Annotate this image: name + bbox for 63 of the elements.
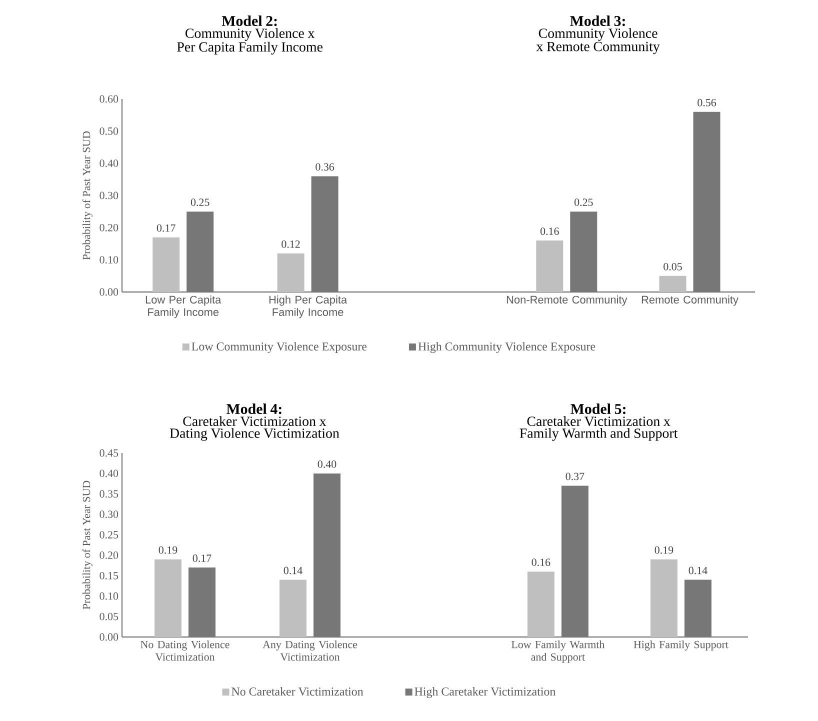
bar <box>536 240 564 292</box>
data-label: 0.16 <box>532 558 550 566</box>
legend-label: High Caretaker Victimization <box>414 687 556 698</box>
y-tick-label: 0.45 <box>100 449 118 457</box>
y-tick-label: 0.20 <box>100 224 118 232</box>
bar <box>280 580 307 637</box>
data-label: 0.40 <box>318 460 336 468</box>
bar <box>277 253 304 292</box>
x-tick-label: Remote Community <box>642 296 738 306</box>
y-axis-title: Probability of Past Year SUD <box>82 480 92 610</box>
y-axis-title: Probability of Past Year SUD <box>82 131 92 260</box>
data-label: 0.37 <box>566 472 584 480</box>
chart-subtitle: Caretaker Victimization x Family Warmth and Support <box>520 416 678 441</box>
chart-subtitle: Community Violence x Remote Community <box>536 28 660 54</box>
bar <box>152 237 180 292</box>
y-tick-label: 0.60 <box>100 95 118 103</box>
y-tick-label: 0.50 <box>100 127 118 135</box>
y-tick-label: 0.10 <box>100 256 118 264</box>
chart-title: Model 4: <box>226 404 282 414</box>
data-label: 0.05 <box>664 262 682 270</box>
legend-label: Low Community Violence Exposure <box>192 342 367 353</box>
y-tick-label: 0.20 <box>100 552 118 559</box>
y-tick-label: 0.30 <box>100 510 118 518</box>
y-tick-label: 0.25 <box>100 531 118 538</box>
bar <box>659 276 686 292</box>
y-tick-label: 0.10 <box>100 592 118 600</box>
y-tick-label: 0.40 <box>100 160 118 168</box>
bar <box>650 559 678 637</box>
data-label: 0.25 <box>574 198 593 206</box>
x-tick-label: No Dating Violence Victimization <box>140 640 230 661</box>
data-label: 0.16 <box>540 228 559 236</box>
data-label: 0.14 <box>284 566 302 574</box>
y-tick-label: 0.15 <box>100 572 118 580</box>
x-tick-label: High Family Support <box>634 640 728 650</box>
data-label: 0.56 <box>698 98 716 106</box>
data-label: 0.19 <box>158 546 178 554</box>
data-label: 0.19 <box>654 546 674 554</box>
y-tick-label: 0.00 <box>100 633 118 641</box>
legend-label: High Community Violence Exposure <box>418 342 596 353</box>
bar <box>527 572 554 637</box>
y-tick-label: 0.40 <box>100 470 118 478</box>
chart-title: Model 3: <box>570 16 625 26</box>
data-label: 0.12 <box>282 240 300 248</box>
x-tick-label: Low Per Capita Family Income <box>146 296 222 318</box>
x-tick-label: Low Family Warmth and Support <box>512 640 605 663</box>
bar <box>154 559 182 637</box>
data-label: 0.17 <box>156 224 176 232</box>
chart-title: Model 2: <box>222 16 277 26</box>
x-tick-label: Non-Remote Community <box>506 296 628 306</box>
y-tick-label: 0.00 <box>100 288 118 296</box>
chart-subtitle: Community Violence x Per Capita Family Income <box>177 28 322 55</box>
x-tick-label: High Per Capita Family Income <box>269 296 348 318</box>
x-tick-label: Any Dating Violence Victimization <box>262 640 358 661</box>
data-label: 0.14 <box>688 566 708 574</box>
legend-label: No Caretaker Victimization <box>232 687 364 696</box>
chart-subtitle: Caretaker Victimization x Dating Violence Victimization <box>170 416 340 441</box>
y-tick-label: 0.35 <box>100 490 118 498</box>
chart-title: Model 5: <box>570 404 626 414</box>
y-tick-label: 0.30 <box>100 192 118 200</box>
data-label: 0.17 <box>192 554 212 562</box>
data-label: 0.36 <box>316 163 334 171</box>
data-label: 0.25 <box>190 198 210 206</box>
y-tick-label: 0.05 <box>100 612 118 620</box>
